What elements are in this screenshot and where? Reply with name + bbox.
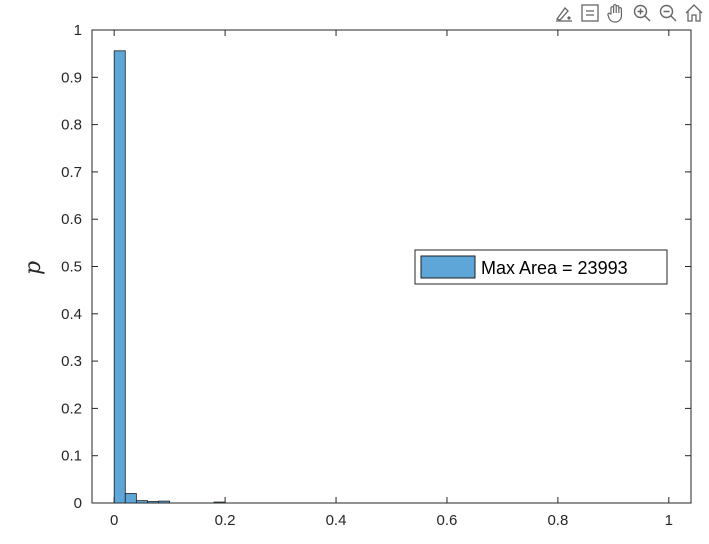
x-tick-label: 1: [665, 512, 673, 529]
x-tick-label: 0.8: [547, 512, 568, 529]
x-tick-label: 0: [110, 512, 118, 529]
histogram-bar: [158, 500, 171, 504]
axes-toolbar: [553, 2, 709, 26]
y-tick-label: 0.1: [61, 448, 82, 465]
y-axis-label: p: [21, 261, 46, 275]
histogram-bar: [124, 493, 137, 504]
x-tick-label: 0.6: [437, 512, 458, 529]
home-icon[interactable]: [683, 2, 705, 24]
y-tick-label: 0.7: [61, 164, 82, 181]
legend-label: Max Area = 23993: [481, 258, 628, 278]
y-tick-label: 0.4: [61, 306, 82, 323]
y-tick-label: 1: [74, 22, 82, 39]
x-tick-label: 0.2: [215, 512, 236, 529]
y-tick-label: 0: [74, 495, 82, 512]
histogram-bar: [113, 50, 126, 504]
brush-icon[interactable]: [553, 2, 575, 24]
x-tick-label: 0.4: [326, 512, 347, 529]
y-tick-label: 0.6: [61, 211, 82, 228]
y-tick-label: 0.3: [61, 353, 82, 370]
legend-swatch: [420, 255, 476, 279]
legend[interactable]: Max Area = 23993: [414, 249, 668, 285]
zoom-out-icon[interactable]: [657, 2, 679, 24]
y-tick-label: 0.9: [61, 69, 82, 86]
y-tick-label: 0.2: [61, 400, 82, 417]
zoom-in-icon[interactable]: [631, 2, 653, 24]
y-tick-label: 0.5: [61, 259, 82, 276]
legend-icon[interactable]: [579, 2, 601, 24]
histogram-bar: [213, 501, 226, 504]
histogram-bar: [147, 501, 159, 504]
axis-ticks: 0 0.2 0.4 0.6 0.8 1 0 0.1 0.2 0.3 0.4 0.5 0.6 0.7 0.8 0…: [61, 22, 691, 529]
histogram-bars: [113, 50, 226, 504]
histogram-bar: [135, 500, 148, 504]
pan-icon[interactable]: [605, 2, 627, 24]
y-tick-label: 0.8: [61, 117, 82, 134]
